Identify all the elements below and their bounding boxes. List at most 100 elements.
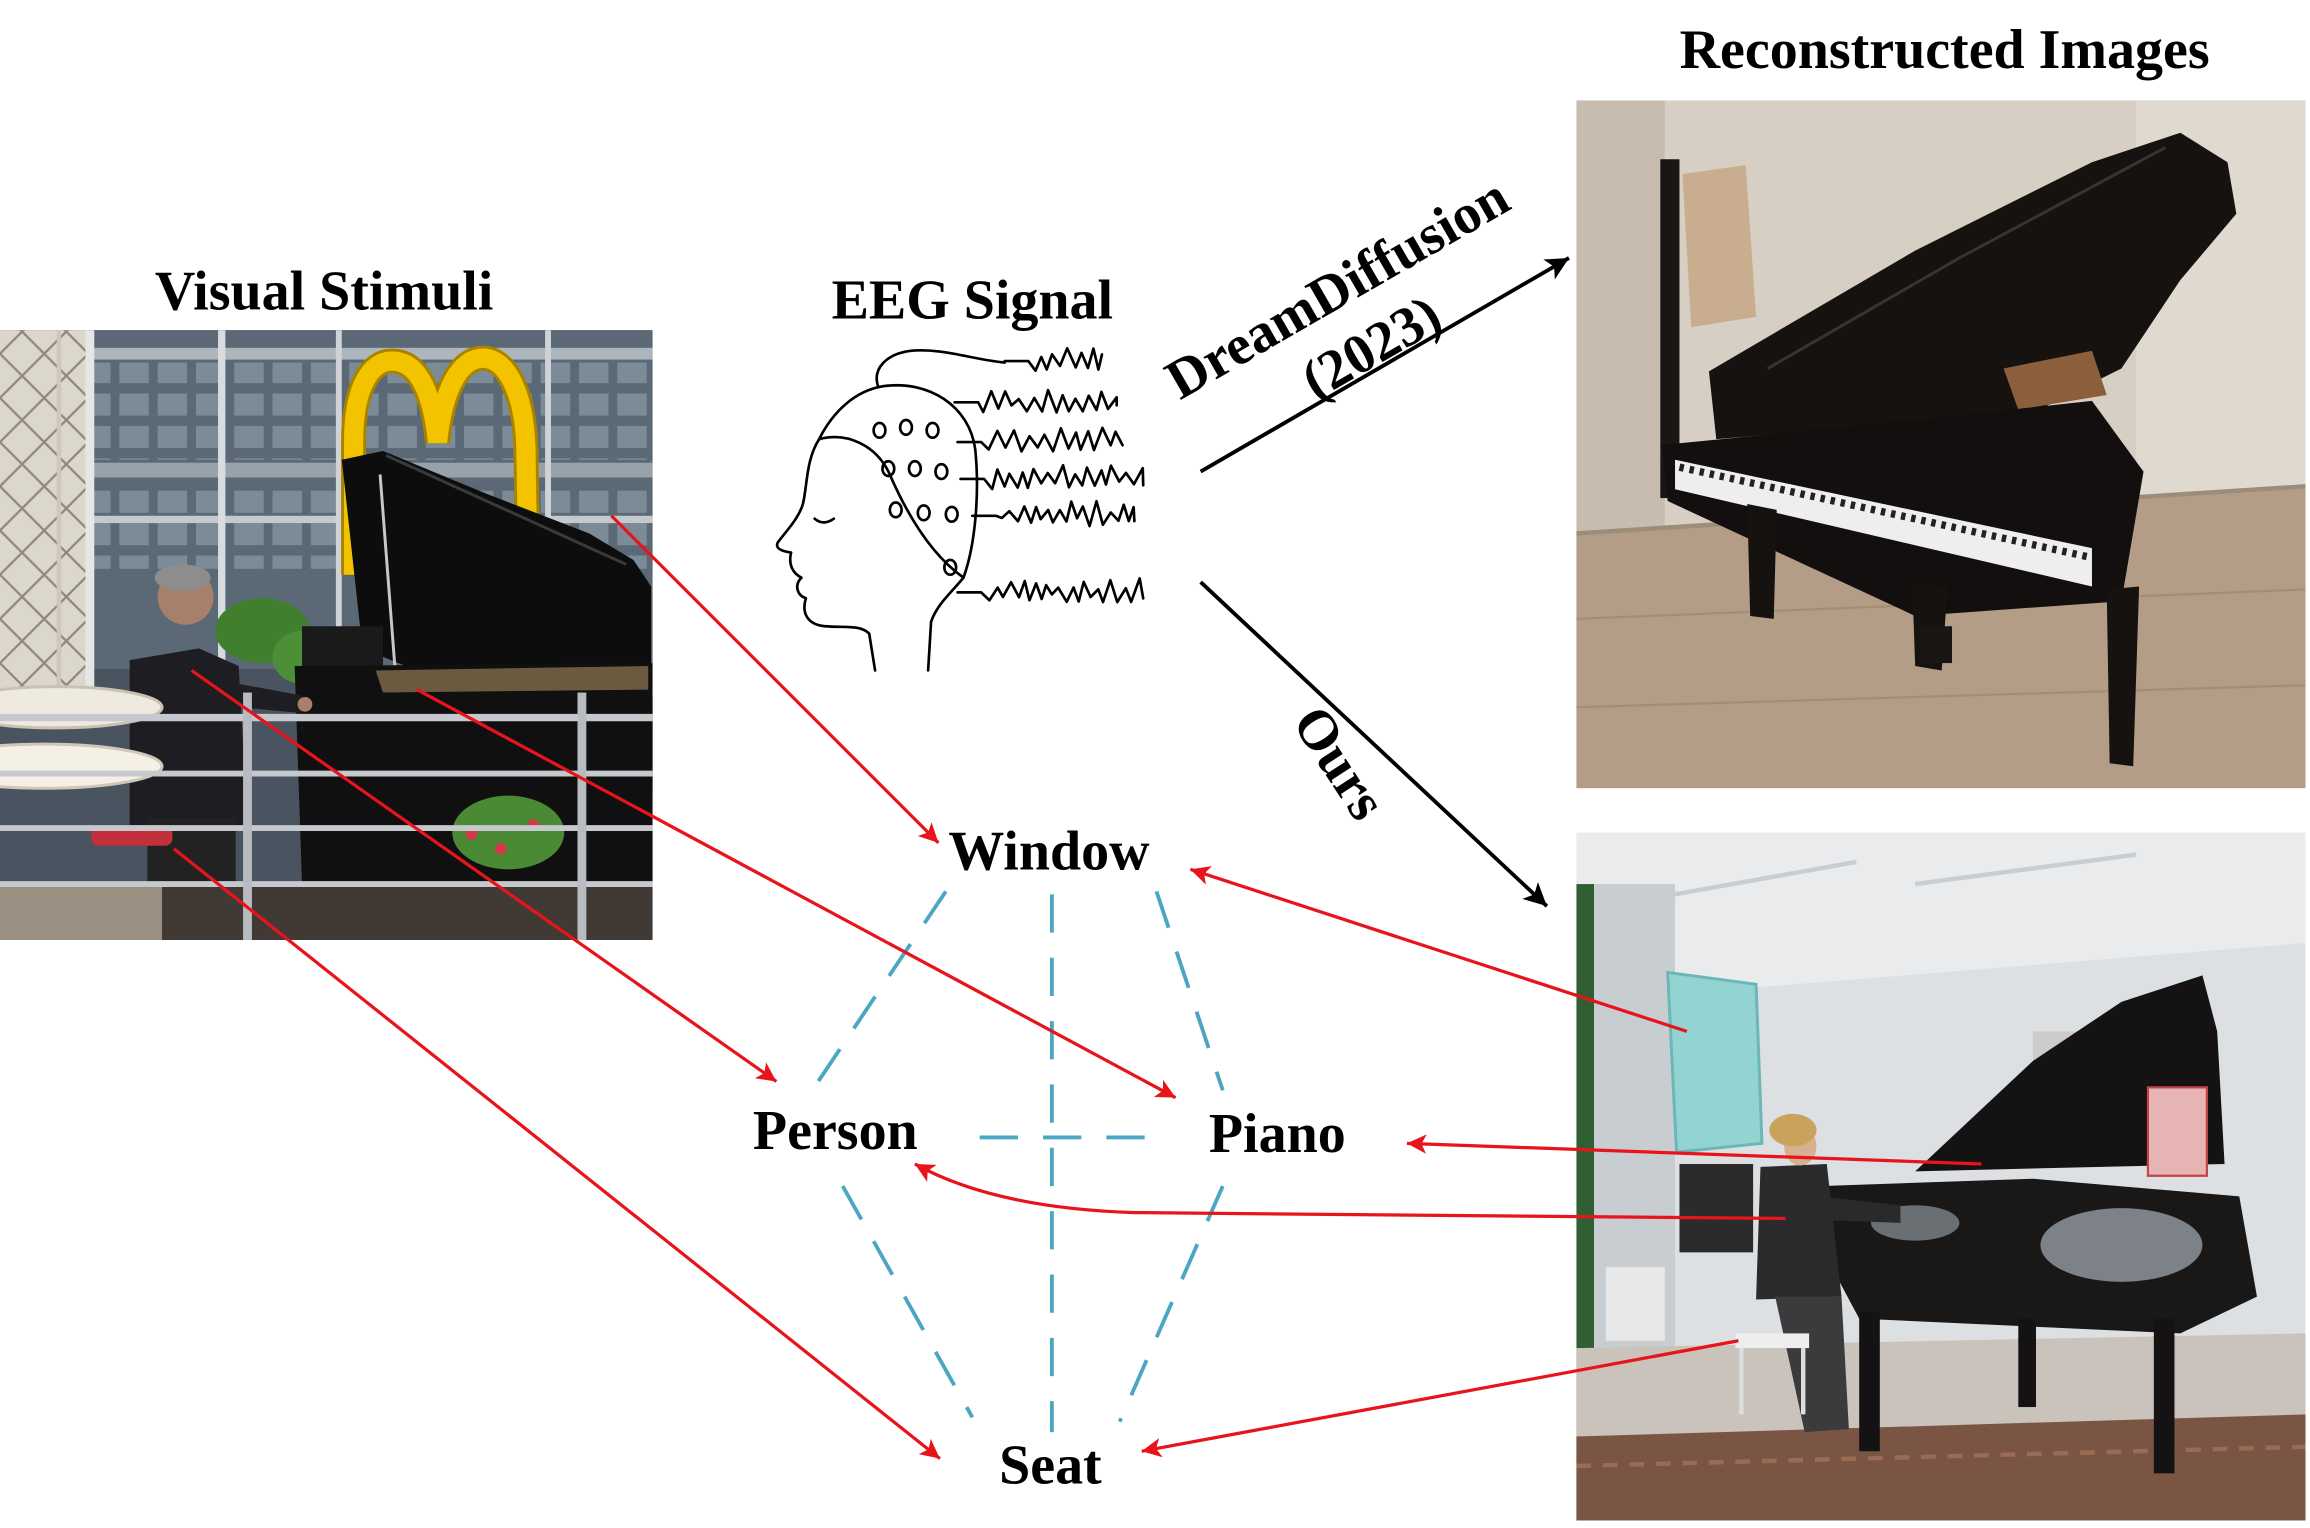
window-frame [218,330,226,669]
ours-arrow [1199,580,1549,908]
electrode [872,421,887,440]
side-stand [1605,1267,1665,1341]
piano-keyboard [1675,459,2092,587]
patterned-rug [1576,1414,2306,1521]
piano-black-keys [1678,463,2090,561]
piano-lid-shine [385,454,627,566]
back-cabinet [1679,1163,1754,1253]
piano-strings [2003,350,2107,410]
arrow-ours-person [914,1162,1786,1221]
electrode [907,459,923,478]
ours-method-label: Ours [1280,695,1398,830]
scene-graph-relations [805,890,1225,1433]
head-face-profile [775,437,877,672]
electrode [898,418,914,437]
electrode [888,501,903,519]
railing-post [577,692,587,941]
closed-eye [813,517,836,524]
eeg-wave-line [956,577,1145,604]
relation-person-seat [841,1185,974,1419]
window-frame [545,330,551,669]
relation-window-person [805,890,948,1099]
person-body [1756,1163,1842,1300]
arrow-stimulus-seat [172,847,941,1460]
plant [452,795,565,870]
node-window: Window [948,820,1150,882]
window-frame [85,330,95,714]
dreamdiffusion-arrow [1199,256,1570,474]
arrow-ours-window [1189,866,1688,1033]
atrium-lattice [0,330,89,714]
electrode [944,505,959,523]
visual-stimuli-image [0,330,653,941]
lamp-disc [0,685,164,730]
person-legs [1775,1296,1849,1433]
ceiling-beam [1914,852,2137,887]
building-band [88,347,653,360]
flower [495,842,507,855]
piano-leg [2018,1318,2036,1408]
relation-window-piano [1154,890,1225,1091]
person-arm [206,677,303,714]
ours-reconstruction-image [1576,832,2306,1521]
arrow-stimulus-window [610,514,940,844]
piano-leg [1747,503,1777,619]
eeg-head-sketch [775,346,1145,672]
reconstruction-correspondence-arrows [914,866,1982,1458]
arrow-ours-seat [1141,1339,1739,1458]
electrode [934,462,949,481]
chair-seat [1735,1333,1810,1349]
piano-pedal-lyre [1919,626,1953,664]
arrow-ours-piano [1406,1134,1982,1166]
piano-strings [375,666,649,693]
floor-glare [0,884,163,941]
mcdonalds-arches [343,348,537,575]
teal-window [1666,970,1764,1154]
piano-lid-prop [378,474,397,667]
piano-leg [2106,586,2140,767]
electrode [916,504,931,522]
piano-leg [2153,1318,2175,1474]
hall-ceiling [1576,832,2306,1002]
piano-leg [1859,1311,1880,1452]
electrode [881,459,896,478]
arrow-stimulus-piano [416,688,1177,1100]
eeg-wave-line [1003,346,1104,372]
person-arm [1819,1196,1901,1223]
visual-stimuli-title: Visual Stimuli [155,261,494,323]
stimulus-correspondence-arrows [172,514,1177,1460]
person-body [129,648,248,829]
piano-lid [1708,132,2237,440]
person-hair [154,564,211,591]
eeg-wave-line [959,463,1145,491]
electrode [943,558,958,577]
eeg-wave-line [956,426,1124,453]
lamp-disc [0,742,164,790]
node-seat: Seat [999,1435,1102,1497]
railing-post [243,692,252,941]
node-piano: Piano [1209,1103,1346,1165]
piano-reflection [2040,1208,2203,1282]
piano-poster [2146,1086,2208,1177]
dreamdiffusion-reconstruction-image [1576,100,2306,789]
piano-lid [341,450,652,672]
eeg-wave-line [953,388,1119,414]
wall-paper-sheet [1682,165,1757,328]
head-back-profile [817,383,979,672]
reconstructed-images-title: Reconstructed Images [1680,19,2210,81]
eeg-signal-title: EEG Signal [832,269,1114,331]
piano-side-bar [1660,159,1680,499]
window-frame [335,330,342,669]
eeg-wave-line [970,499,1136,528]
room-left-wall [1576,100,1665,543]
arrow-stimulus-person [190,669,778,1083]
cap-top-wire [875,348,1007,388]
electrode [925,421,940,440]
node-person: Person [753,1100,918,1162]
ceiling-beam [1649,859,1857,901]
relation-piano-seat [1117,1185,1225,1423]
person-hair [1769,1113,1817,1147]
piano-lid-highlight [1767,146,2167,370]
floor-board [1576,684,2306,709]
